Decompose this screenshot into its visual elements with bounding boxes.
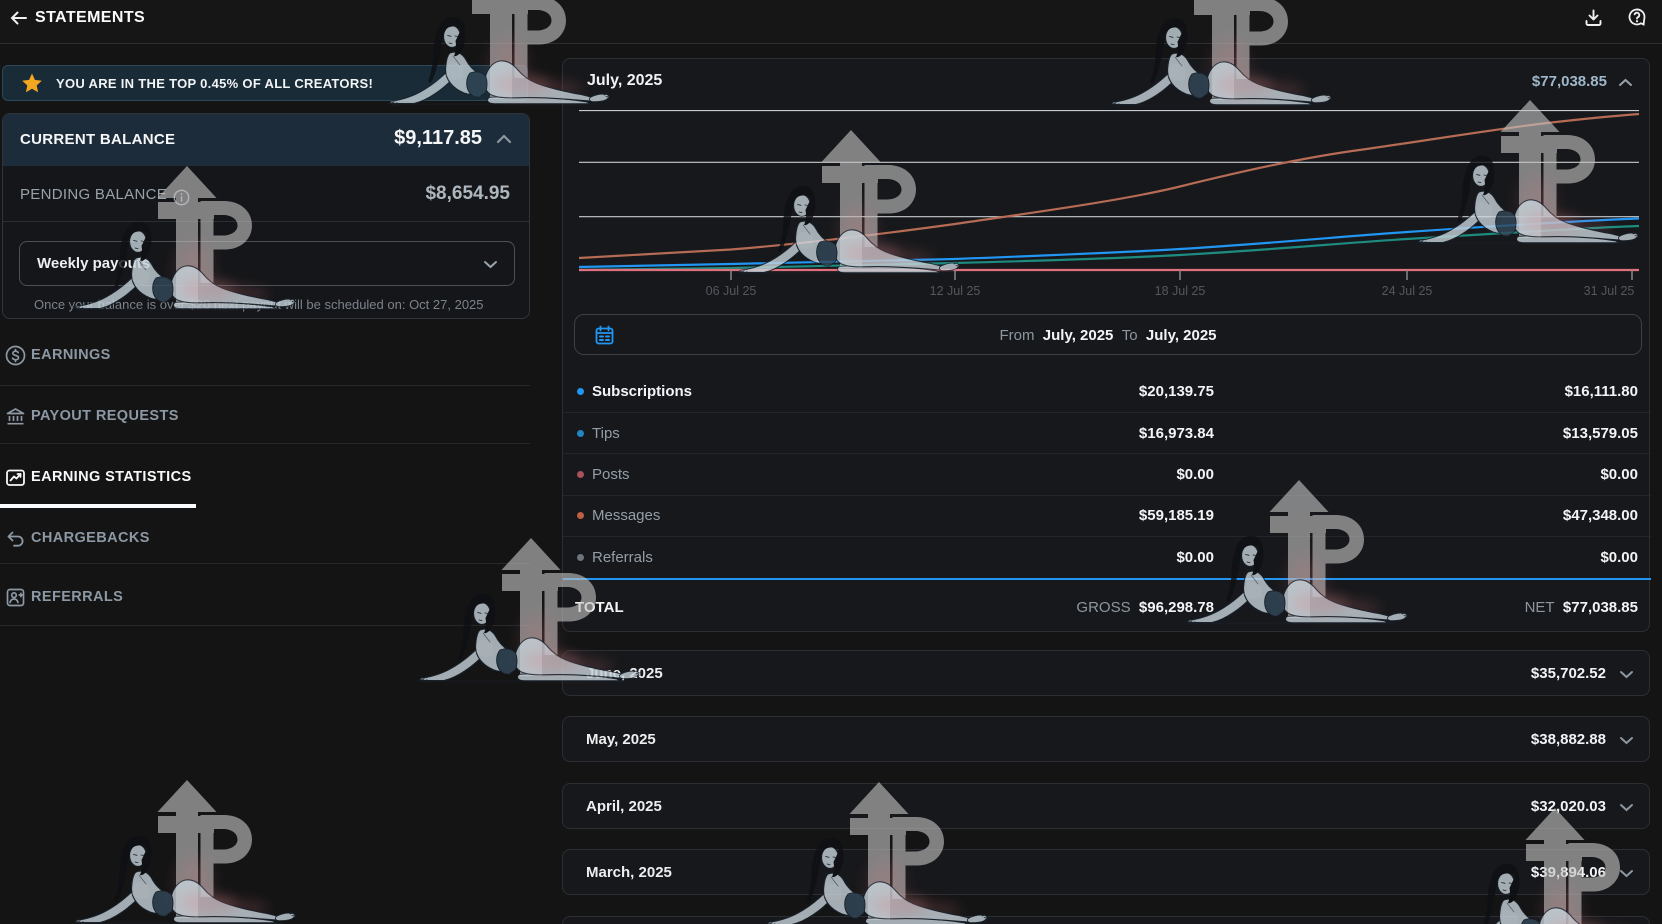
svg-text:31 Jul 25: 31 Jul 25 xyxy=(1584,284,1635,298)
svg-text:24 Jul 25: 24 Jul 25 xyxy=(1382,284,1433,298)
svg-text:18 Jul 25: 18 Jul 25 xyxy=(1155,284,1206,298)
svg-text:06 Jul 25: 06 Jul 25 xyxy=(706,284,757,298)
svg-text:12 Jul 25: 12 Jul 25 xyxy=(930,284,981,298)
